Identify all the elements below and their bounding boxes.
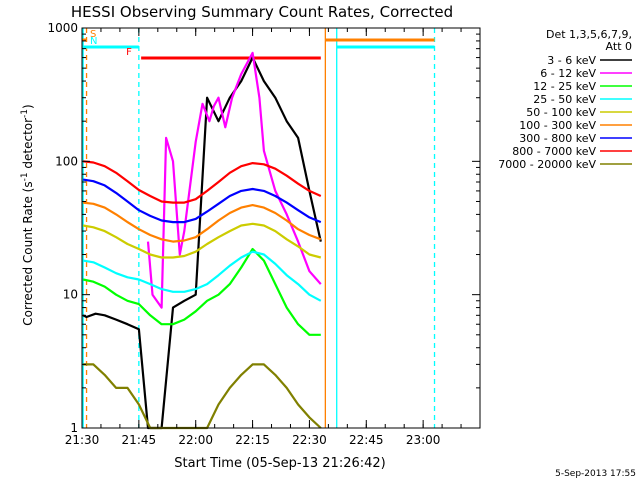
y-tick-label-1: 10 bbox=[63, 288, 78, 302]
flag-label-s: S bbox=[90, 29, 96, 40]
x-tick-label-5: 22:45 bbox=[349, 433, 384, 447]
x-tick-label-0: 21:30 bbox=[65, 433, 100, 447]
y-axis-label: Corrected Count Rate (s-1 detector-1) bbox=[20, 104, 35, 325]
series-line-5 bbox=[82, 201, 322, 243]
x-tick-label-2: 22:00 bbox=[178, 433, 213, 447]
legend-label-2: 12 - 25 keV bbox=[533, 80, 596, 93]
series-line-6 bbox=[82, 178, 322, 224]
y-tick-label-3: 1000 bbox=[47, 21, 78, 35]
flag-label-n: N bbox=[90, 36, 97, 47]
y-tick-label-0: 1 bbox=[70, 421, 78, 435]
series-line-7 bbox=[82, 160, 322, 204]
y-tick-label-2: 100 bbox=[55, 154, 78, 168]
x-tick-label-3: 22:15 bbox=[235, 433, 270, 447]
legend-label-8: 7000 - 20000 keV bbox=[498, 158, 596, 171]
legend-header-2: Att 0 bbox=[606, 40, 632, 53]
legend-label-4: 50 - 100 keV bbox=[526, 106, 596, 119]
legend-label-6: 300 - 800 keV bbox=[519, 132, 596, 145]
series-line-3 bbox=[82, 250, 322, 302]
legend-label-1: 6 - 12 keV bbox=[540, 67, 596, 80]
footer-date: 5-Sep-2013 17:55 bbox=[555, 469, 636, 479]
legend-label-7: 800 - 7000 keV bbox=[512, 145, 596, 158]
y-axis-label-mid: detector bbox=[21, 118, 35, 173]
legend-label-0: 3 - 6 keV bbox=[547, 54, 596, 67]
x-tick-label-1: 21:45 bbox=[122, 433, 157, 447]
y-axis-label-sup1: -1 bbox=[20, 172, 30, 181]
x-axis-label: Start Time (05-Sep-13 21:26:42) bbox=[174, 456, 385, 471]
flag-label-f: F bbox=[126, 47, 132, 58]
y-axis-label-end: ) bbox=[21, 104, 35, 109]
x-tick-label-4: 22:30 bbox=[292, 433, 327, 447]
series-line-2 bbox=[82, 247, 321, 336]
y-axis-label-sup2: -1 bbox=[20, 109, 30, 118]
series-line-0 bbox=[82, 56, 322, 430]
series-line-4 bbox=[82, 222, 322, 259]
x-tick-label-6: 23:00 bbox=[406, 433, 441, 447]
legend-label-5: 100 - 300 keV bbox=[519, 119, 596, 132]
legend-label-3: 25 - 50 keV bbox=[533, 93, 596, 106]
plot-layer: SN F 21:30 21:45 22:00 22:15 22:30 22:45 23:00 1 1… bbox=[47, 21, 632, 447]
chart-title: HESSI Observing Summary Count Rates, Cor… bbox=[71, 3, 453, 21]
y-axis-label-main: Corrected Count Rate (s bbox=[21, 181, 35, 325]
plot-frame bbox=[81, 27, 481, 429]
legend-header-1: Det 1,3,5,6,7,9, bbox=[546, 28, 632, 41]
